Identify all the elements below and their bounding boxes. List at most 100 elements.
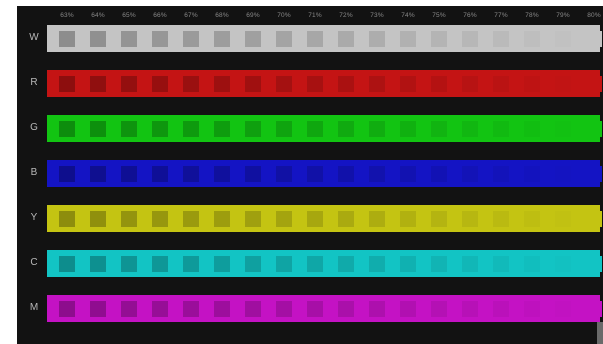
intensity-swatch — [307, 211, 323, 227]
intensity-swatch — [586, 31, 602, 47]
intensity-swatch — [183, 31, 199, 47]
intensity-swatch — [462, 166, 478, 182]
intensity-swatch — [338, 31, 354, 47]
intensity-swatch — [524, 76, 540, 92]
intensity-swatch — [586, 76, 602, 92]
intensity-swatch — [400, 76, 416, 92]
intensity-swatch — [555, 121, 571, 137]
intensity-swatch — [400, 166, 416, 182]
percent-label: 67% — [184, 12, 198, 19]
intensity-swatch — [245, 121, 261, 137]
intensity-swatch — [90, 166, 106, 182]
intensity-swatch — [524, 211, 540, 227]
intensity-swatch — [214, 211, 230, 227]
intensity-swatch — [338, 121, 354, 137]
intensity-swatch — [121, 211, 137, 227]
percent-label: 74% — [401, 12, 415, 19]
intensity-swatch — [183, 301, 199, 317]
intensity-swatch — [245, 256, 261, 272]
intensity-swatch — [524, 301, 540, 317]
row-label: G — [30, 122, 38, 133]
intensity-swatch — [152, 256, 168, 272]
percent-label: 63% — [60, 12, 74, 19]
intensity-swatch — [493, 301, 509, 317]
percent-label: 66% — [153, 12, 167, 19]
intensity-swatch — [586, 166, 602, 182]
intensity-swatch — [555, 256, 571, 272]
intensity-swatch — [369, 31, 385, 47]
intensity-swatch — [400, 121, 416, 137]
intensity-swatch — [245, 211, 261, 227]
intensity-swatch — [59, 301, 75, 317]
intensity-swatch — [431, 166, 447, 182]
intensity-swatch — [276, 301, 292, 317]
percent-label: 72% — [339, 12, 353, 19]
intensity-swatch — [369, 301, 385, 317]
intensity-swatch — [493, 31, 509, 47]
intensity-swatch — [121, 76, 137, 92]
intensity-swatch — [369, 211, 385, 227]
intensity-swatch — [121, 166, 137, 182]
intensity-swatch — [90, 301, 106, 317]
color-bar — [47, 70, 602, 97]
intensity-swatch — [90, 76, 106, 92]
intensity-swatch — [524, 256, 540, 272]
intensity-swatch — [338, 256, 354, 272]
intensity-swatch — [555, 301, 571, 317]
intensity-swatch — [431, 121, 447, 137]
intensity-swatch — [214, 31, 230, 47]
intensity-swatch — [493, 211, 509, 227]
intensity-swatch — [90, 121, 106, 137]
intensity-swatch — [369, 256, 385, 272]
color-bar — [47, 295, 602, 322]
intensity-swatch — [400, 256, 416, 272]
intensity-swatch — [121, 256, 137, 272]
intensity-swatch — [307, 166, 323, 182]
scrollbar-thumb[interactable] — [597, 322, 603, 344]
intensity-swatch — [431, 301, 447, 317]
intensity-swatch — [183, 211, 199, 227]
intensity-swatch — [524, 31, 540, 47]
intensity-swatch — [493, 76, 509, 92]
intensity-swatch — [493, 256, 509, 272]
percent-label: 68% — [215, 12, 229, 19]
intensity-swatch — [245, 31, 261, 47]
intensity-swatch — [214, 166, 230, 182]
percent-label: 77% — [494, 12, 508, 19]
intensity-swatch — [431, 256, 447, 272]
intensity-swatch — [369, 166, 385, 182]
intensity-swatch — [586, 301, 602, 317]
percent-label: 65% — [122, 12, 136, 19]
intensity-swatch — [462, 211, 478, 227]
intensity-swatch — [59, 31, 75, 47]
intensity-swatch — [431, 31, 447, 47]
intensity-swatch — [400, 301, 416, 317]
intensity-swatch — [493, 166, 509, 182]
percent-label: 73% — [370, 12, 384, 19]
percent-label: 80% — [587, 12, 601, 19]
intensity-swatch — [555, 31, 571, 47]
intensity-swatch — [555, 166, 571, 182]
intensity-swatch — [245, 301, 261, 317]
intensity-swatch — [524, 166, 540, 182]
intensity-swatch — [59, 256, 75, 272]
color-bar — [47, 250, 602, 277]
intensity-swatch — [183, 256, 199, 272]
intensity-swatch — [214, 301, 230, 317]
percent-label: 79% — [556, 12, 570, 19]
intensity-swatch — [307, 76, 323, 92]
intensity-swatch — [307, 121, 323, 137]
intensity-swatch — [307, 301, 323, 317]
intensity-swatch — [59, 166, 75, 182]
color-bar — [47, 25, 602, 52]
intensity-swatch — [493, 121, 509, 137]
intensity-swatch — [152, 301, 168, 317]
intensity-swatch — [90, 256, 106, 272]
intensity-swatch — [338, 76, 354, 92]
row-label: Y — [30, 212, 38, 223]
intensity-swatch — [152, 166, 168, 182]
percent-label: 76% — [463, 12, 477, 19]
intensity-swatch — [400, 211, 416, 227]
intensity-swatch — [90, 31, 106, 47]
intensity-swatch — [152, 31, 168, 47]
